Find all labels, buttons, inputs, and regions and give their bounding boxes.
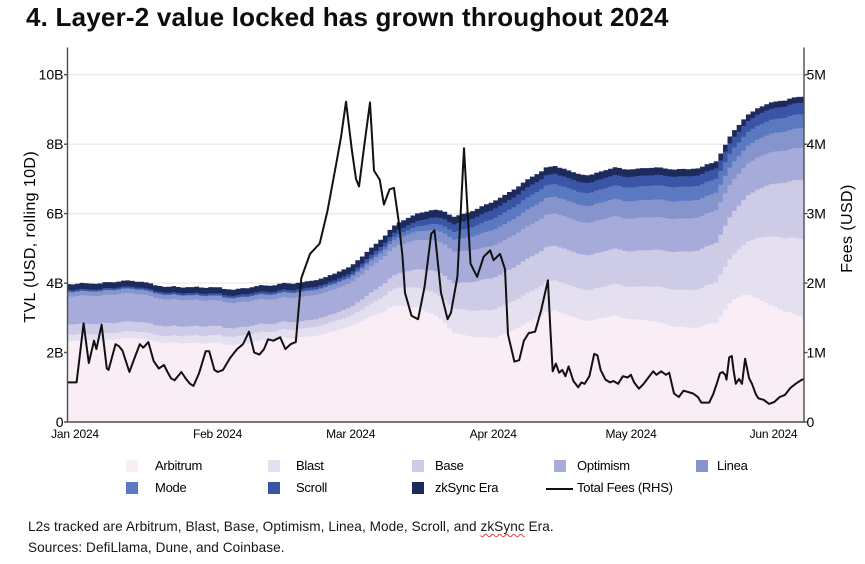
svg-text:Feb 2024: Feb 2024 — [193, 427, 243, 441]
svg-text:Apr 2024: Apr 2024 — [470, 427, 518, 441]
svg-text:2M: 2M — [807, 275, 826, 291]
svg-text:2B: 2B — [46, 345, 63, 361]
svg-text:8B: 8B — [46, 136, 63, 152]
svg-text:May 2024: May 2024 — [605, 427, 657, 441]
svg-text:Fees (USD): Fees (USD) — [839, 184, 856, 272]
svg-text:5M: 5M — [807, 67, 826, 83]
svg-text:0: 0 — [807, 414, 815, 430]
svg-text:4B: 4B — [46, 275, 63, 291]
svg-text:6B: 6B — [46, 206, 63, 222]
svg-text:10B: 10B — [39, 67, 64, 83]
svg-text:0: 0 — [56, 414, 64, 430]
svg-text:TVL (USD, rolling 10D): TVL (USD, rolling 10D) — [22, 151, 39, 323]
svg-text:3M: 3M — [807, 206, 826, 222]
svg-text:Jun 2024: Jun 2024 — [750, 427, 798, 441]
svg-text:4M: 4M — [807, 136, 826, 152]
svg-text:1M: 1M — [807, 345, 826, 361]
svg-text:Mar 2024: Mar 2024 — [326, 427, 376, 441]
svg-text:Jan 2024: Jan 2024 — [51, 427, 99, 441]
